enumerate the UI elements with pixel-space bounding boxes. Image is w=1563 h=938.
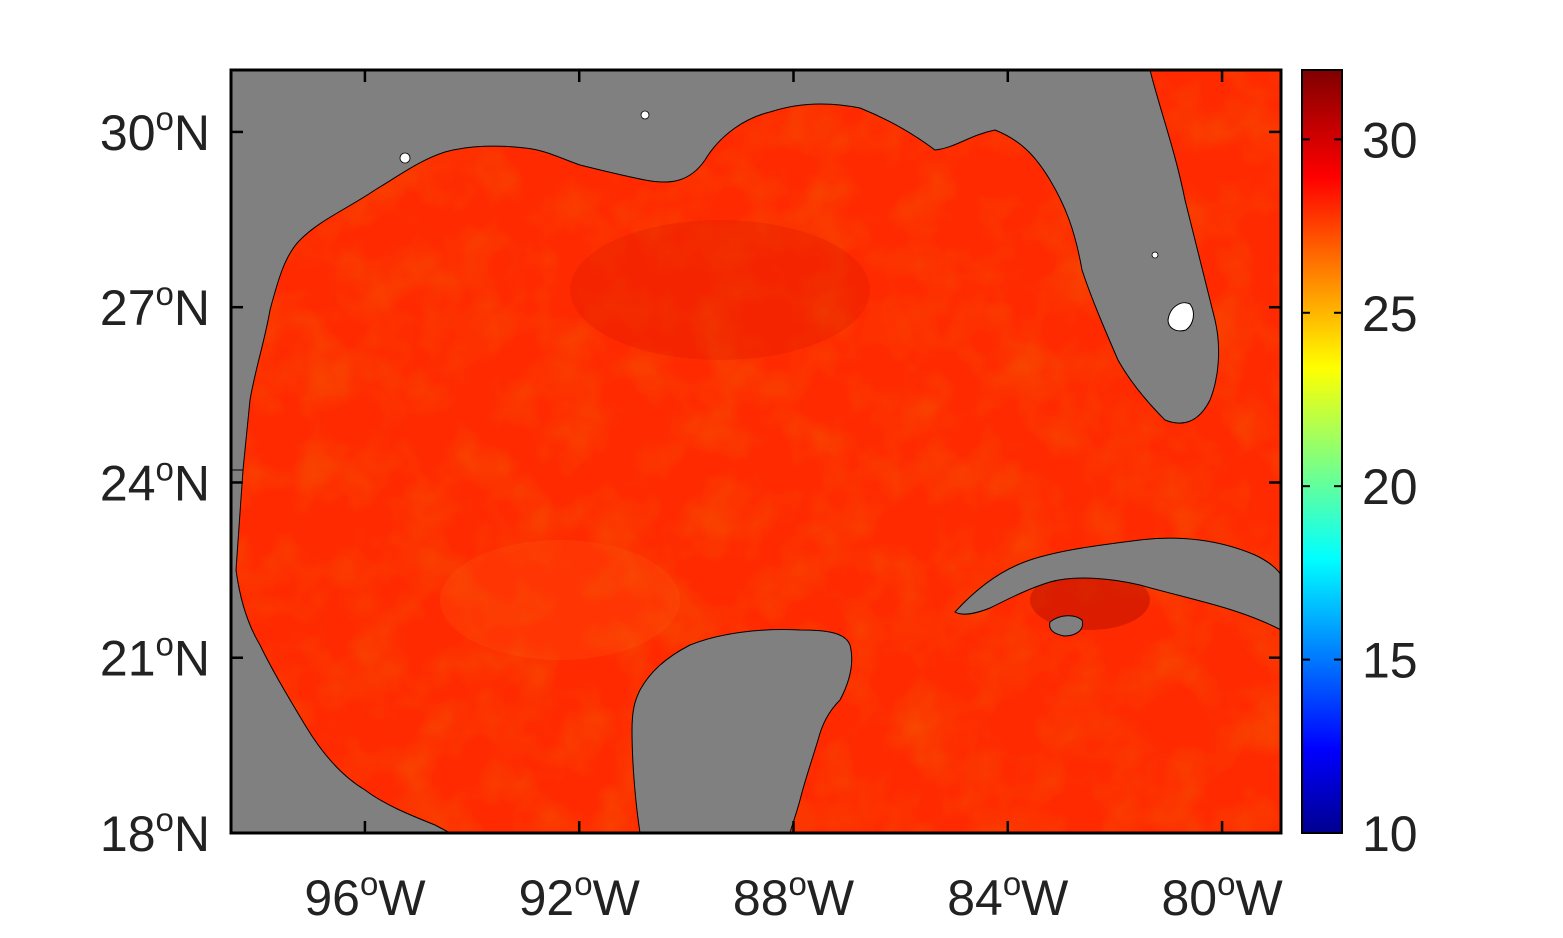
- land-north-america: [231, 70, 1220, 471]
- lon-tick-label: 88oW: [733, 865, 855, 926]
- colorbar-tick-label: 10: [1362, 806, 1418, 862]
- tick-marks: [231, 70, 1281, 835]
- map-panel: [231, 70, 1281, 833]
- warm-patch-cuba-south: [1030, 570, 1150, 630]
- lat-tick-label: 24oN: [100, 450, 210, 511]
- lat-tick-label: 27oN: [100, 275, 210, 336]
- colorbar-tick-label: 30: [1362, 112, 1418, 168]
- cool-patch-campeche: [440, 540, 680, 660]
- warm-patch-northern-gulf: [570, 220, 870, 360]
- colorbar-tick-label: 15: [1362, 633, 1418, 689]
- colorbar-ticks: [1302, 138, 1342, 834]
- lon-tick-label: 80oW: [1161, 865, 1283, 926]
- colorbar: 30 25 20 15 10: [1301, 69, 1418, 862]
- map-axes-frame: [229, 68, 1283, 835]
- longitude-labels: 96oW 92oW 88oW 84oW 80oW: [304, 865, 1283, 926]
- colorbar-gradient: [1301, 69, 1343, 834]
- lat-tick-label: 18oN: [100, 801, 210, 862]
- lon-tick-label: 92oW: [519, 865, 641, 926]
- colorbar-tick-label: 20: [1362, 459, 1418, 515]
- colorbar-tick-label: 25: [1362, 286, 1418, 342]
- land-cuba: [954, 537, 1281, 631]
- lake-marker: [1151, 251, 1159, 259]
- lake-marker: [399, 152, 411, 164]
- colorbar-labels: 30 25 20 15 10: [1362, 112, 1418, 862]
- land-mexico: [231, 469, 451, 833]
- lake-marker: [640, 110, 650, 120]
- lon-tick-label: 96oW: [304, 865, 426, 926]
- lake-okeechobee: [1167, 302, 1194, 332]
- land-isle-of-youth: [1049, 615, 1084, 637]
- land-yucatan-peninsula: [631, 629, 853, 833]
- lat-tick-label: 21oN: [100, 626, 210, 687]
- lon-tick-label: 84oW: [947, 865, 1069, 926]
- lat-tick-label: 30oN: [100, 100, 210, 161]
- latitude-labels: 30oN 27oN 24oN 21oN 18oN: [100, 100, 210, 862]
